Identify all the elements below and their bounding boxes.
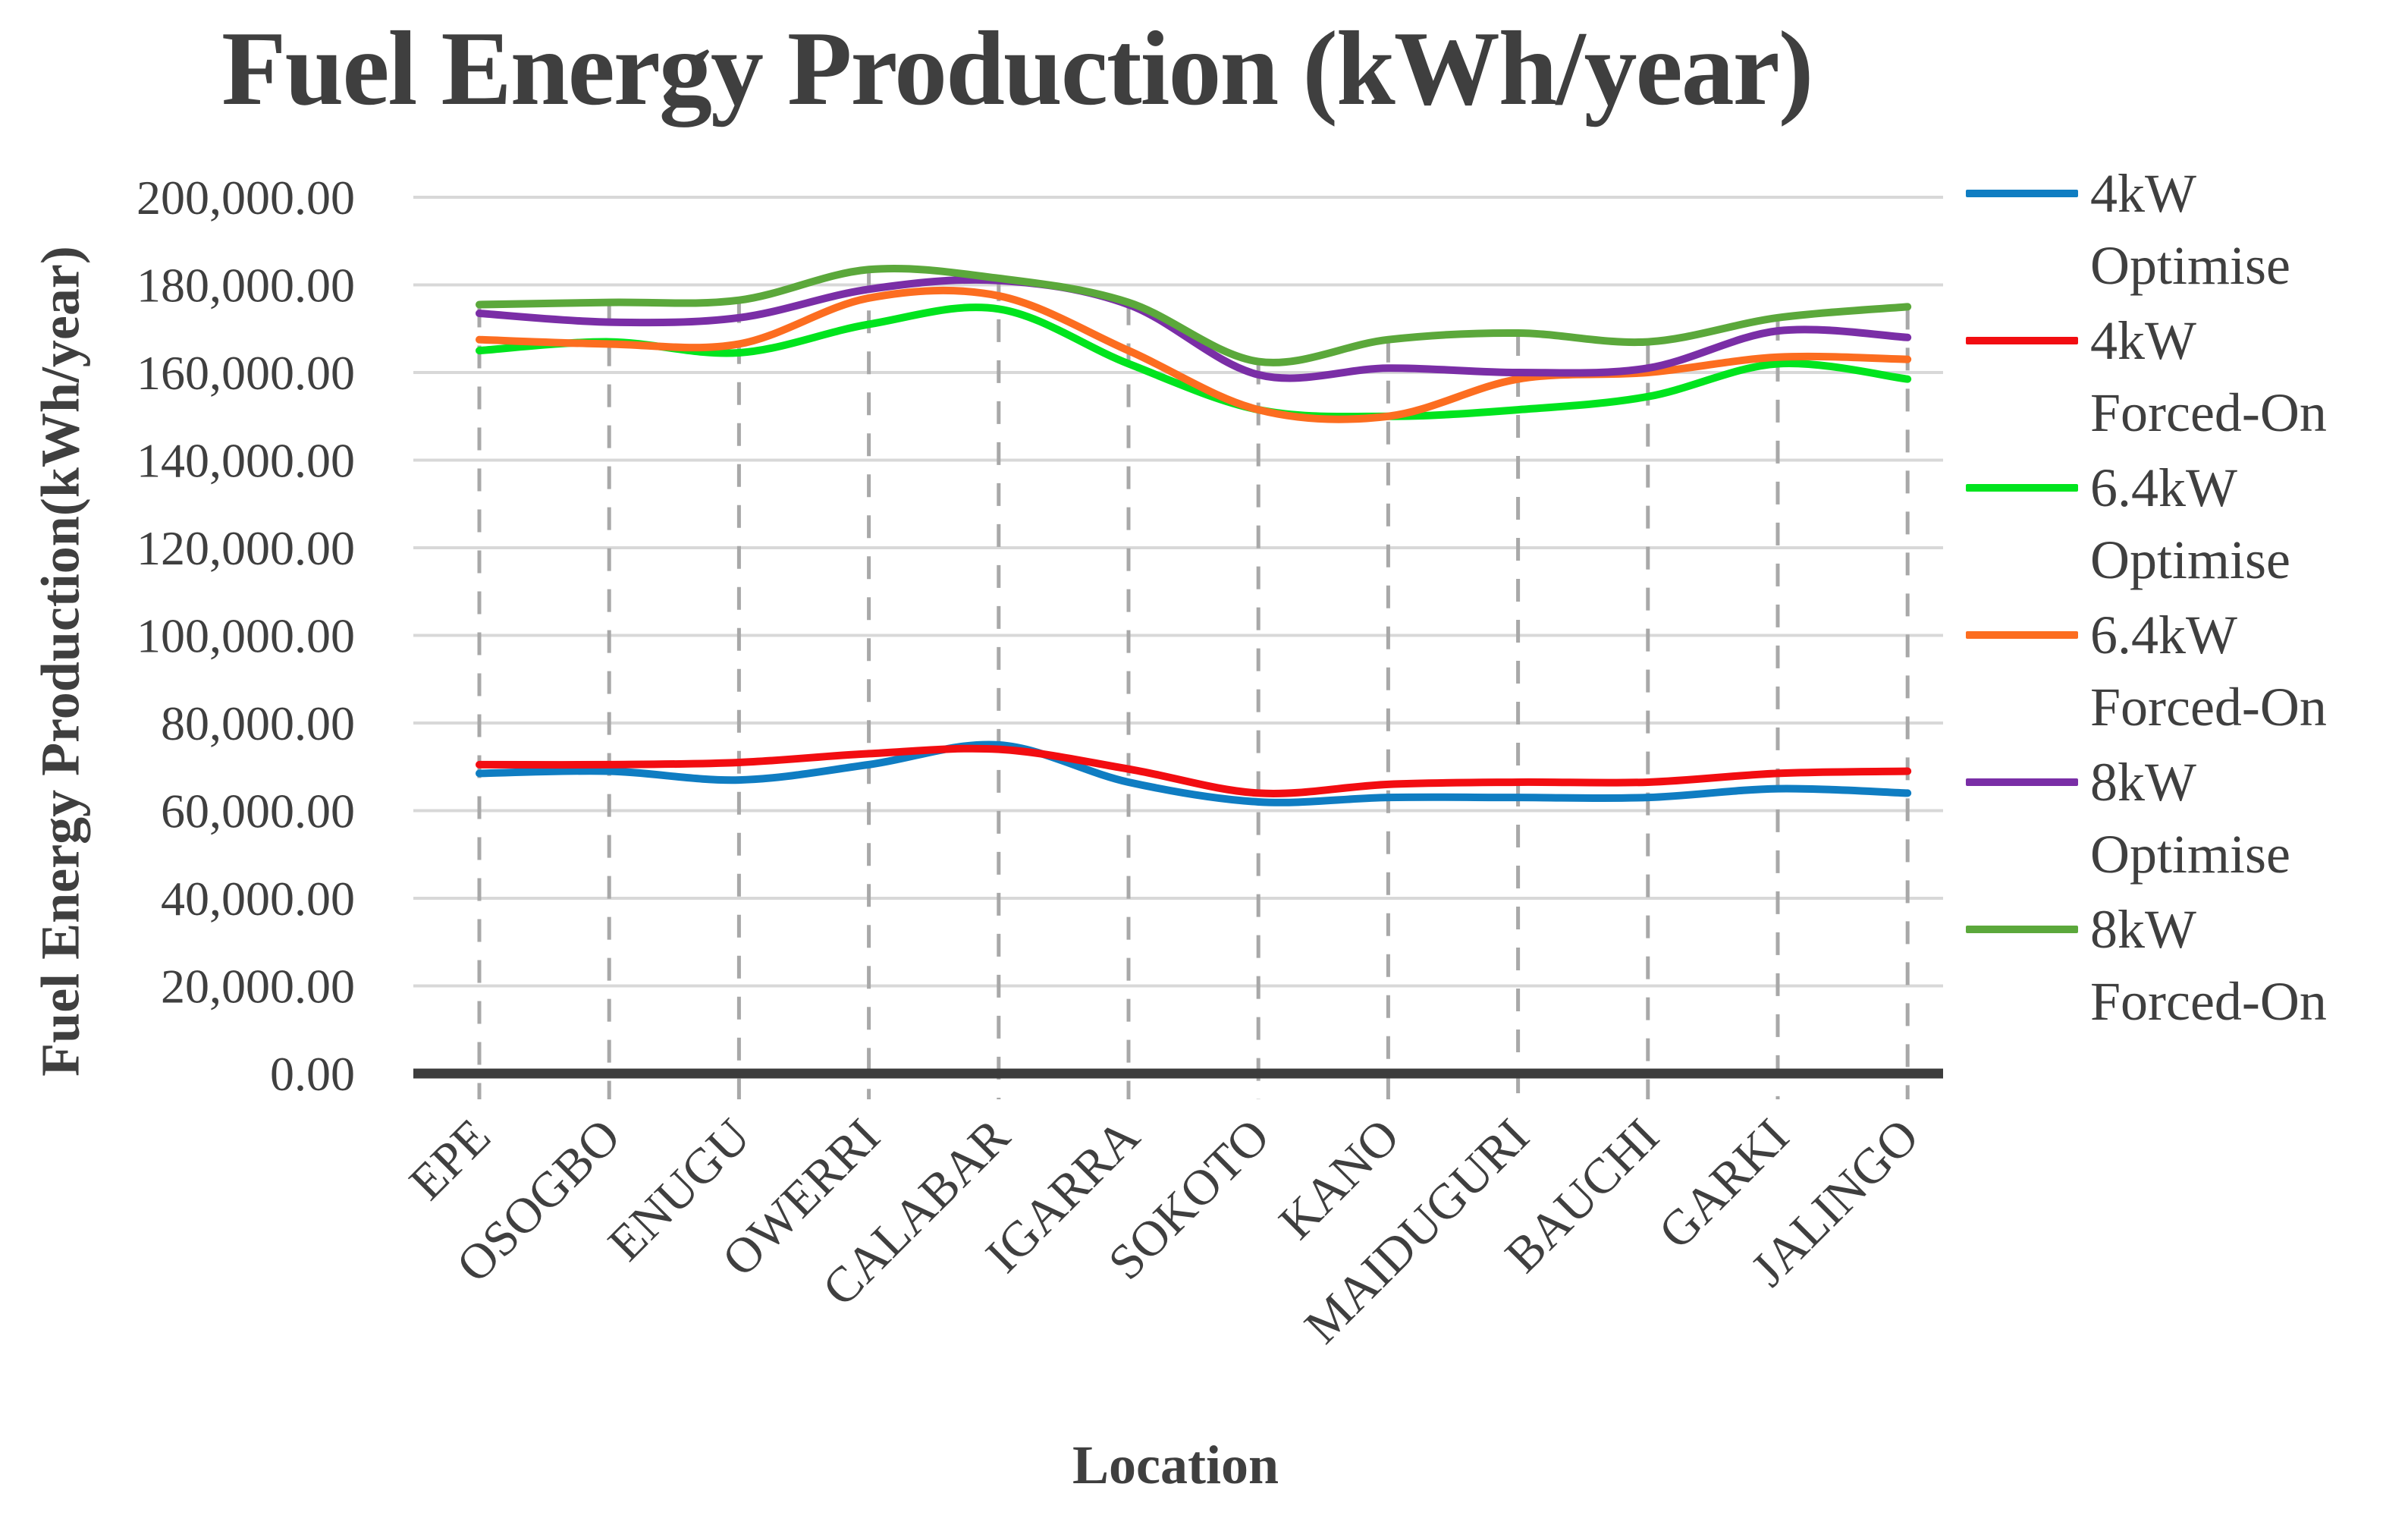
y-tick-label: 40,000.00	[161, 872, 355, 926]
y-tick-label: 20,000.00	[161, 960, 355, 1014]
legend-label: Forced-On	[2090, 382, 2327, 443]
legend-label: 8kW	[2090, 752, 2196, 813]
x-axis-title: Location	[1072, 1435, 1279, 1495]
legend-entry-6.4kw-optimise: 6.4kW Optimise	[1966, 452, 2408, 599]
y-tick-label: 0.00	[270, 1047, 355, 1101]
series-line-4kw-forced-on	[476, 744, 1912, 797]
legend-swatch-8kw-optimise	[1966, 778, 2078, 786]
legend-label: 6.4kW	[2090, 605, 2237, 665]
series-line-6.4kw-forced-on	[476, 286, 1912, 423]
series-line-4kw-optimise	[476, 740, 1912, 806]
legend-label: 8kW	[2090, 899, 2196, 960]
legend-entry-8kw-optimise: 8kW Optimise	[1966, 747, 2408, 894]
y-tick-label: 120,000.00	[137, 521, 355, 575]
chart-legend: 4kW Optimise 4kW Forced-On 6.4kW Optimis…	[1966, 158, 2408, 1041]
legend-label: Forced-On	[2090, 971, 2327, 1032]
legend-label: Optimise	[2090, 824, 2290, 885]
legend-label: 4kW	[2090, 310, 2196, 371]
legend-label: Forced-On	[2090, 677, 2327, 737]
y-tick-label: 100,000.00	[137, 609, 355, 663]
x-tick-label: EPE	[399, 1108, 501, 1211]
legend-swatch-6.4kw-forced-on	[1966, 631, 2078, 639]
legend-label: 6.4kW	[2090, 457, 2237, 518]
legend-swatch-4kw-forced-on	[1966, 337, 2078, 344]
series-line-6.4kw-optimise	[476, 303, 1912, 421]
legend-label: 4kW	[2090, 163, 2196, 224]
legend-entry-6.4kw-forced-on: 6.4kW Forced-On	[1966, 599, 2408, 747]
y-tick-label: 140,000.00	[137, 434, 355, 488]
legend-label: Optimise	[2090, 530, 2290, 590]
legend-swatch-4kw-optimise	[1966, 190, 2078, 197]
legend-entry-4kw-forced-on: 4kW Forced-On	[1966, 305, 2408, 452]
legend-label: Optimise	[2090, 235, 2290, 296]
legend-entry-4kw-optimise: 4kW Optimise	[1966, 158, 2408, 305]
series-line-8kw-forced-on	[476, 264, 1912, 366]
y-tick-label: 60,000.00	[161, 784, 355, 838]
legend-entry-8kw-forced-on: 8kW Forced-On	[1966, 894, 2408, 1041]
y-tick-label: 180,000.00	[137, 259, 355, 313]
y-tick-label: 80,000.00	[161, 696, 355, 750]
chart-title: Fuel Energy Production (kWh/year)	[221, 10, 1813, 127]
legend-swatch-6.4kw-optimise	[1966, 484, 2078, 492]
legend-swatch-8kw-forced-on	[1966, 926, 2078, 933]
y-tick-label: 200,000.00	[137, 171, 355, 225]
y-tick-label: 160,000.00	[137, 346, 355, 400]
x-tick-label: MAIDUGURI	[1294, 1108, 1540, 1354]
series-line-8kw-optimise	[476, 275, 1912, 382]
